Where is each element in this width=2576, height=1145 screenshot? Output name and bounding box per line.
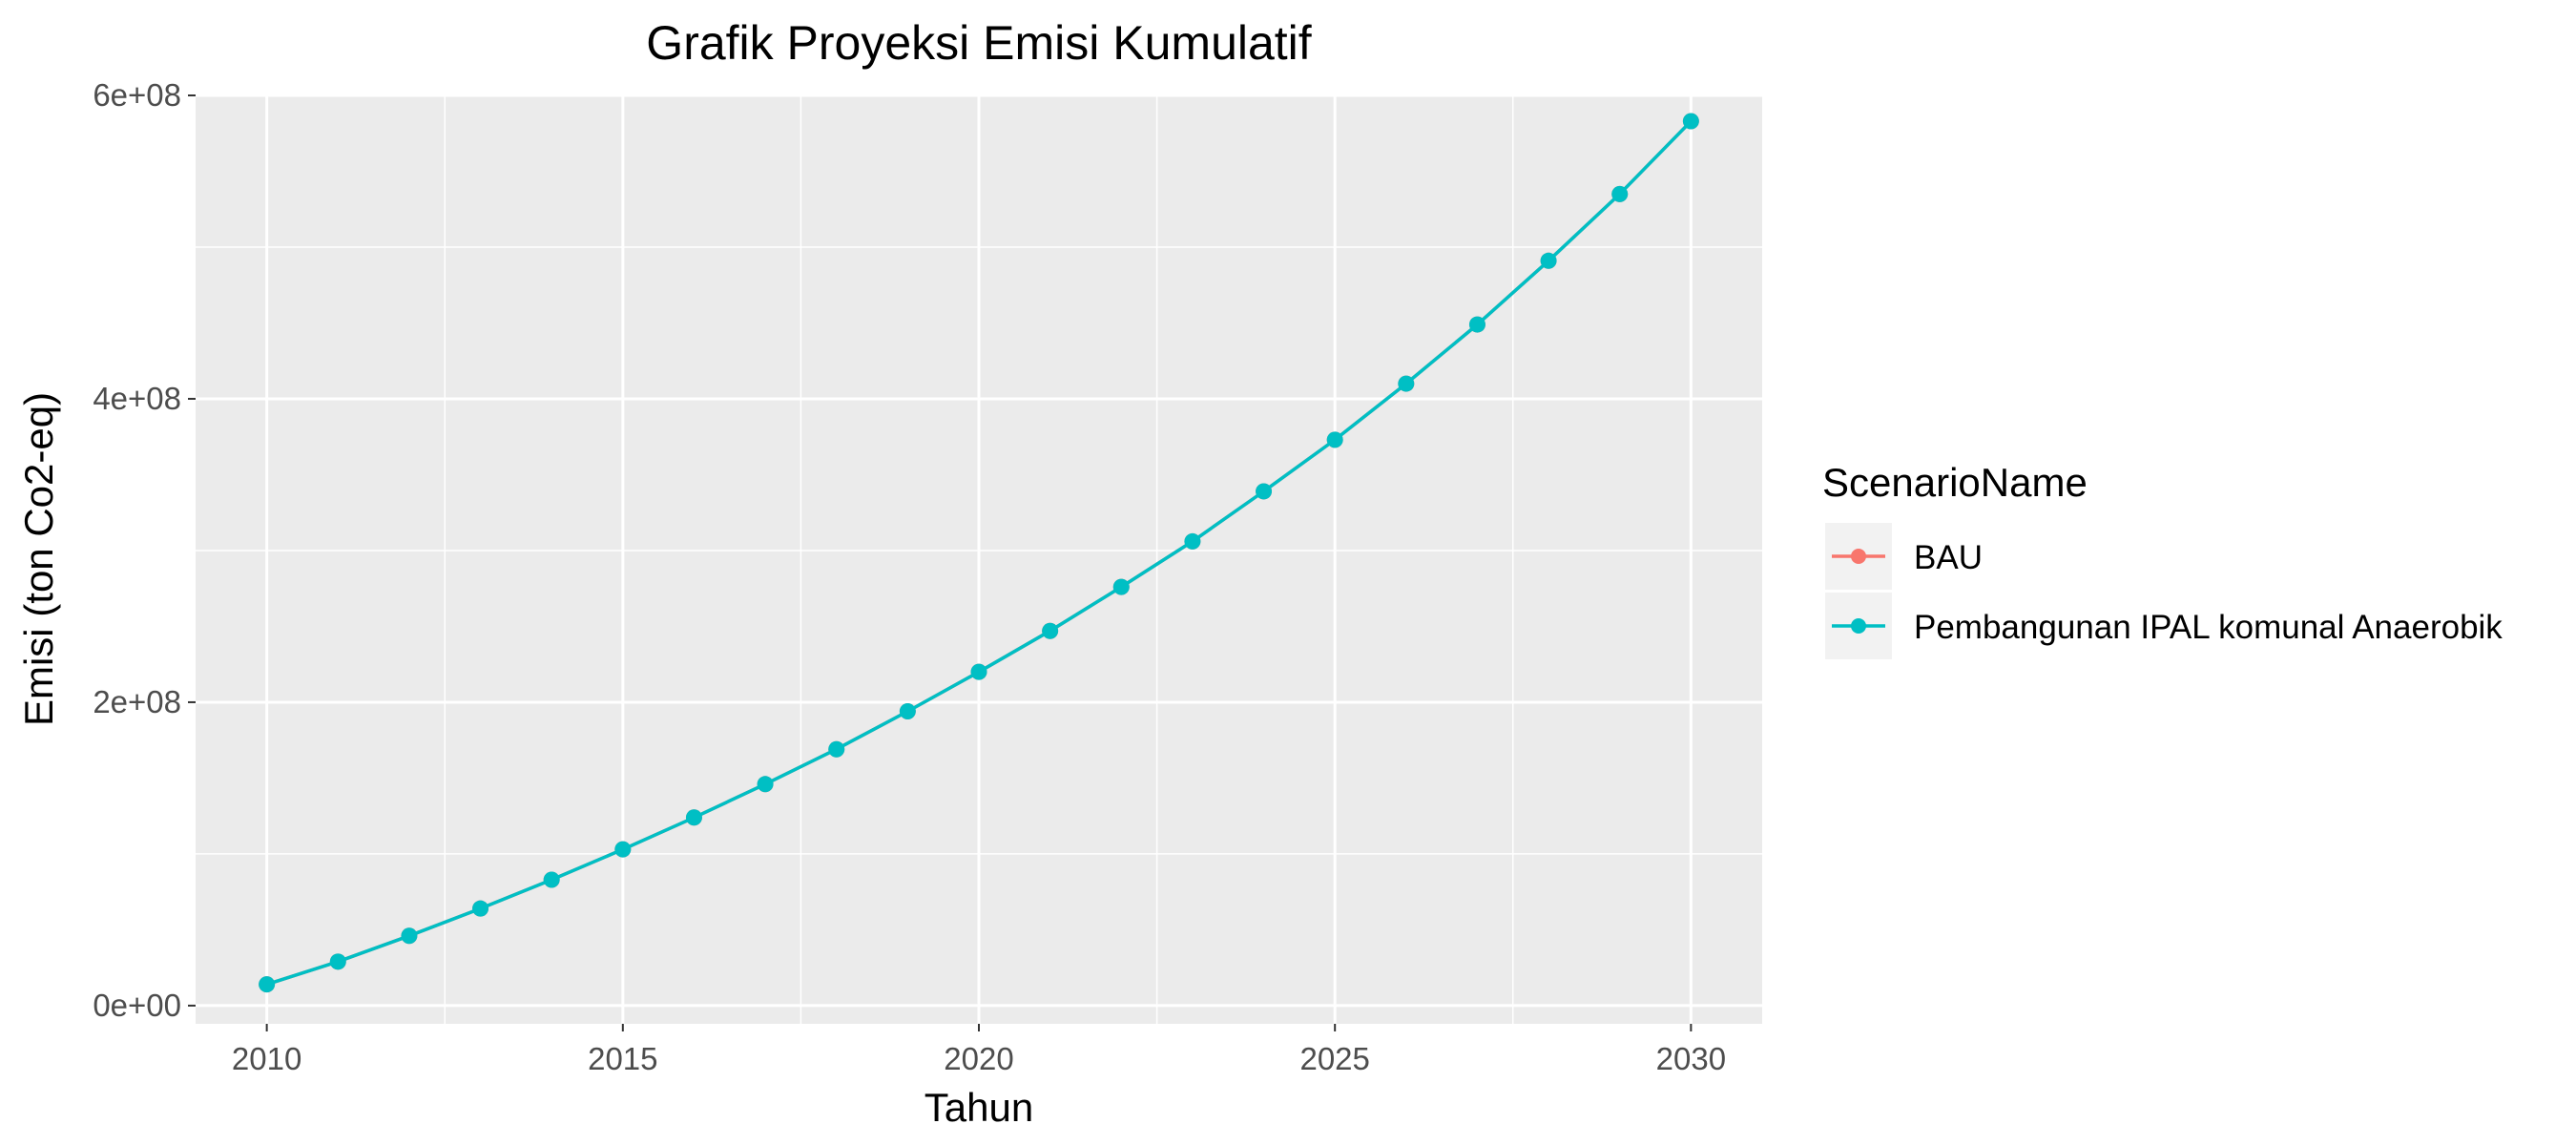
y-axis: 0e+00 2e+08 4e+08 6e+08 — [93, 77, 196, 1023]
y-tick-label: 0e+00 — [93, 988, 181, 1023]
series-layer — [259, 113, 1699, 993]
legend-item-bau: BAU — [1825, 523, 1983, 590]
data-point-ipal — [1256, 483, 1273, 500]
x-tick-label: 2025 — [1299, 1041, 1369, 1076]
y-tick-label: 4e+08 — [93, 381, 181, 416]
series-ipal — [259, 113, 1699, 993]
x-tick-label: 2020 — [944, 1041, 1013, 1076]
data-point-ipal — [970, 663, 987, 680]
x-axis-title: Tahun — [924, 1085, 1033, 1130]
x-tick-label: 2015 — [588, 1041, 657, 1076]
data-point-ipal — [828, 740, 845, 758]
x-axis: 2010 2015 2020 2025 2030 — [232, 1024, 1726, 1076]
legend-label-ipal: Pembangunan IPAL komunal Anaerobik — [1914, 609, 2503, 646]
legend-marker-ipal — [1851, 618, 1866, 634]
legend: ScenarioName BAU Pembangunan IPAL komuna… — [1822, 460, 2503, 659]
data-point-ipal — [1184, 532, 1201, 550]
data-point-ipal — [685, 809, 702, 826]
x-tick-label: 2030 — [1656, 1041, 1726, 1076]
data-point-ipal — [757, 776, 774, 793]
x-tick-label: 2010 — [232, 1041, 301, 1076]
chart-title: Grafik Proyeksi Emisi Kumulatif — [646, 16, 1311, 70]
data-point-ipal — [899, 702, 916, 719]
legend-item-ipal: Pembangunan IPAL komunal Anaerobik — [1825, 593, 2503, 659]
data-point-ipal — [1611, 185, 1629, 202]
data-point-ipal — [1112, 578, 1130, 595]
legend-label-bau: BAU — [1914, 539, 1983, 576]
data-point-ipal — [1042, 622, 1059, 639]
major-gridlines — [196, 94, 1762, 1024]
data-point-ipal — [543, 871, 560, 888]
y-tick-label: 2e+08 — [93, 684, 181, 719]
data-point-ipal — [259, 976, 276, 993]
data-point-ipal — [1326, 431, 1343, 448]
data-point-ipal — [1540, 252, 1557, 269]
data-point-ipal — [401, 927, 418, 945]
data-point-ipal — [329, 953, 346, 970]
data-point-ipal — [1468, 316, 1485, 333]
y-tick-label: 6e+08 — [93, 77, 181, 113]
legend-marker-bau — [1851, 549, 1866, 564]
data-point-ipal — [472, 900, 489, 917]
y-axis-title: Emisi (ton Co2-eq) — [16, 392, 61, 726]
data-point-ipal — [614, 841, 632, 858]
legend-title: ScenarioName — [1822, 460, 2088, 505]
data-point-ipal — [1398, 375, 1415, 392]
data-point-ipal — [1682, 113, 1699, 130]
